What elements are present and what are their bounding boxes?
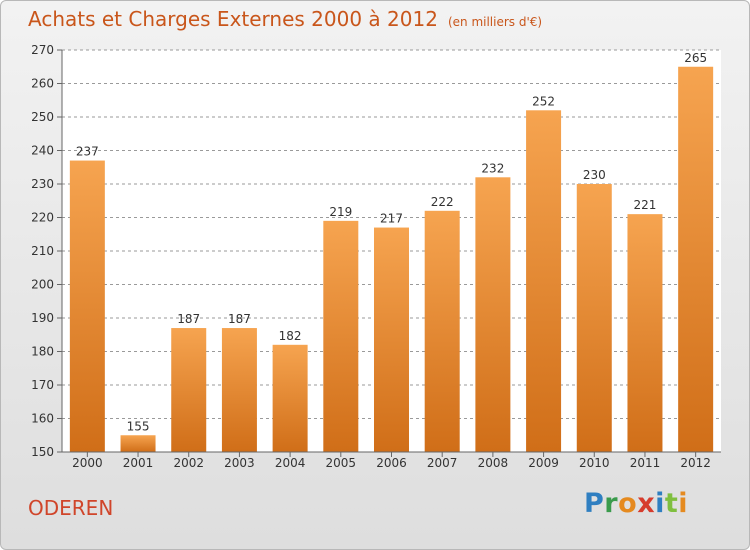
bars xyxy=(69,66,714,453)
bar-value-label: 187 xyxy=(228,312,251,326)
bar-value-label: 187 xyxy=(177,312,200,326)
x-tick-label: 2010 xyxy=(579,456,610,470)
bar xyxy=(576,184,612,452)
x-tick-label: 2002 xyxy=(173,456,204,470)
y-tick-label: 250 xyxy=(31,110,54,124)
bar xyxy=(323,220,359,452)
bar xyxy=(475,177,511,453)
bar-value-label: 232 xyxy=(481,161,504,175)
y-tick-label: 260 xyxy=(31,77,54,91)
chart-subtitle: (en milliers d'€) xyxy=(447,15,543,29)
bar-value-label: 155 xyxy=(127,419,150,433)
logo-letter: i xyxy=(655,488,665,519)
bar xyxy=(374,227,409,452)
y-tick-label: 150 xyxy=(31,445,54,459)
bar-value-label: 222 xyxy=(431,195,454,209)
bar xyxy=(221,328,257,452)
bar xyxy=(526,110,562,453)
bar-value-label: 230 xyxy=(583,168,606,182)
x-tick-label: 2005 xyxy=(326,456,357,470)
logo-letter: r xyxy=(604,488,619,519)
bar-value-label: 182 xyxy=(279,329,302,343)
bar xyxy=(272,344,308,452)
logo-letter: P xyxy=(584,488,605,519)
bar-value-label: 252 xyxy=(532,94,555,108)
logo-letter: t xyxy=(664,488,679,519)
labels: 150 160 170 180 190 200 210 220 230 240 250 260 270 2… xyxy=(31,43,711,470)
y-tick-label: 220 xyxy=(31,211,54,225)
logo-letter: x xyxy=(637,488,656,519)
y-tick-label: 270 xyxy=(31,43,54,57)
x-tick-label: 2007 xyxy=(427,456,458,470)
bar xyxy=(627,214,663,452)
bar-value-label: 265 xyxy=(684,51,707,65)
y-tick-label: 230 xyxy=(31,177,54,191)
bar xyxy=(69,160,105,453)
y-tick-label: 200 xyxy=(31,278,54,292)
bar-value-label: 219 xyxy=(329,205,352,219)
x-tick-label: 2000 xyxy=(72,456,103,470)
y-tick-label: 180 xyxy=(31,345,54,359)
chart-title-text: Achats et Charges Externes 2000 à 2012 xyxy=(28,7,438,31)
bar xyxy=(678,66,714,452)
chart-title: Achats et Charges Externes 2000 à 2012 (e… xyxy=(28,7,542,31)
x-tick-label: 2003 xyxy=(224,456,255,470)
x-tick-label: 2012 xyxy=(680,456,711,470)
bar-value-label: 217 xyxy=(380,212,403,226)
y-tick-label: 190 xyxy=(31,311,54,325)
y-tick-label: 210 xyxy=(31,244,54,258)
x-tick-label: 2006 xyxy=(376,456,407,470)
x-tick-label: 2009 xyxy=(528,456,559,470)
axes xyxy=(61,50,721,453)
bar xyxy=(120,435,156,452)
bar-value-label: 237 xyxy=(76,145,99,159)
x-tick-label: 2011 xyxy=(630,456,661,470)
y-tick-label: 160 xyxy=(31,412,54,426)
bar xyxy=(424,210,460,452)
y-tick-label: 240 xyxy=(31,144,54,158)
proxiti-logo[interactable]: Proxiti xyxy=(584,488,688,519)
logo-letter: i xyxy=(678,488,689,519)
logo-letter: o xyxy=(618,488,638,519)
x-tick-label: 2001 xyxy=(123,456,154,470)
bar-value-label: 221 xyxy=(634,198,657,212)
bar xyxy=(171,328,207,452)
commune-label: ODEREN xyxy=(28,496,114,520)
x-tick-label: 2004 xyxy=(275,456,306,470)
y-tick-label: 170 xyxy=(31,378,54,392)
x-tick-label: 2008 xyxy=(478,456,509,470)
